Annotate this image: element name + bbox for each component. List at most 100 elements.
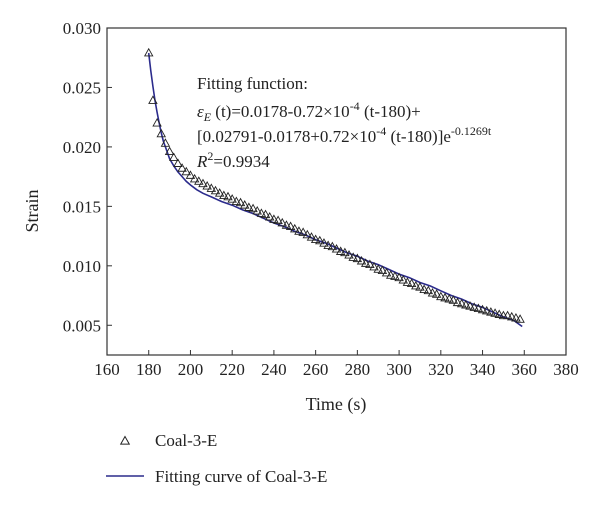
- x-tick-label: 280: [345, 360, 371, 379]
- data-point: [223, 191, 233, 201]
- data-point: [369, 261, 379, 271]
- x-tick-label: 160: [94, 360, 120, 379]
- legend-label-fitting-curve: Fitting curve of Coal-3-E: [155, 467, 327, 486]
- data-point: [160, 138, 171, 147]
- data-point: [335, 246, 346, 255]
- data-point: [177, 163, 187, 172]
- legend-triangle-marker: [119, 435, 131, 445]
- data-point: [269, 214, 279, 223]
- data-point: [356, 255, 367, 265]
- data-point: [481, 305, 492, 315]
- annotation-equation-line-1: εE (t)=0.0178-0.72×10-4 (t-180)+: [197, 99, 421, 124]
- data-point: [511, 313, 521, 322]
- data-point: [248, 203, 258, 213]
- data-point: [194, 176, 204, 185]
- data-point: [398, 274, 409, 284]
- data-point: [402, 277, 413, 286]
- x-tick-label: 300: [386, 360, 412, 379]
- fitting-function-annotation: Fitting function: εE (t)=0.0178-0.72×10-…: [196, 74, 492, 171]
- x-tick-label: 200: [178, 360, 204, 379]
- plot-area-border: [106, 27, 567, 356]
- data-point: [310, 234, 321, 244]
- data-point: [465, 301, 475, 310]
- data-point: [473, 303, 484, 313]
- data-point: [294, 226, 304, 235]
- data-point: [202, 181, 212, 190]
- data-point: [210, 185, 221, 195]
- data-point: [143, 47, 154, 57]
- data-point: [365, 259, 375, 269]
- data-point: [319, 238, 329, 247]
- data-point: [411, 280, 421, 290]
- legend: Coal-3-E Fitting curve of Coal-3-E: [106, 431, 327, 486]
- data-point: [173, 158, 183, 167]
- data-point: [440, 292, 450, 302]
- y-tick-label: 0.030: [63, 19, 101, 38]
- x-tick-label: 360: [512, 360, 538, 379]
- data-point: [181, 166, 192, 176]
- fitting-curve-series: [147, 52, 523, 328]
- data-point: [156, 128, 167, 138]
- data-point: [469, 302, 479, 311]
- data-point: [185, 170, 196, 179]
- data-point: [436, 291, 446, 301]
- y-axis-ticks: 0.005 0.010 0.015 0.020 0.025 0.030: [63, 19, 112, 335]
- data-point: [260, 209, 271, 219]
- data-point: [419, 284, 429, 293]
- y-tick-label: 0.025: [63, 78, 101, 97]
- data-point: [148, 95, 158, 104]
- data-point: [494, 309, 504, 318]
- coal-3-e-series: [143, 47, 525, 323]
- data-point: [264, 211, 275, 221]
- data-point: [219, 190, 229, 200]
- data-point: [344, 249, 354, 259]
- data-point: [381, 267, 392, 277]
- data-point: [198, 178, 208, 188]
- data-point: [206, 183, 217, 192]
- data-point: [277, 217, 288, 227]
- data-point: [486, 307, 496, 316]
- data-point: [244, 202, 254, 211]
- data-point: [415, 282, 425, 291]
- data-point: [431, 289, 442, 298]
- annotation-equation-line-2: [0.02791-0.0178+0.72×10-4 (t-180)]e-0.12…: [197, 124, 492, 146]
- data-point: [427, 288, 438, 297]
- data-point: [490, 308, 500, 317]
- data-point: [477, 304, 488, 314]
- data-point: [285, 221, 296, 230]
- data-point: [385, 270, 396, 279]
- y-tick-label: 0.005: [63, 316, 101, 335]
- data-point: [189, 173, 200, 183]
- data-point: [323, 240, 333, 249]
- data-point: [281, 220, 292, 229]
- legend-label-coal-3-e: Coal-3-E: [155, 431, 217, 450]
- data-point: [152, 118, 162, 127]
- data-point: [273, 215, 283, 225]
- data-point: [256, 208, 267, 217]
- fitting-curve-line: [147, 52, 523, 328]
- data-point: [315, 235, 325, 245]
- plot-frame: [106, 27, 567, 356]
- data-point: [239, 200, 250, 209]
- x-tick-label: 380: [553, 360, 579, 379]
- x-tick-label: 220: [219, 360, 245, 379]
- data-point: [306, 232, 317, 241]
- data-point: [348, 252, 358, 261]
- data-point: [423, 285, 434, 295]
- x-axis-label: Time (s): [306, 394, 367, 415]
- data-point: [452, 297, 463, 307]
- data-point: [227, 194, 237, 203]
- data-point: [502, 310, 513, 320]
- data-point: [456, 298, 467, 308]
- y-axis-label: Strain: [22, 190, 42, 233]
- data-point: [373, 264, 383, 273]
- x-tick-label: 340: [470, 360, 496, 379]
- data-point: [506, 311, 517, 321]
- data-point: [515, 314, 525, 323]
- data-point: [164, 146, 175, 156]
- data-point: [394, 272, 404, 282]
- legend-triangle: [119, 435, 131, 445]
- data-point: [390, 271, 400, 280]
- x-tick-label: 260: [303, 360, 329, 379]
